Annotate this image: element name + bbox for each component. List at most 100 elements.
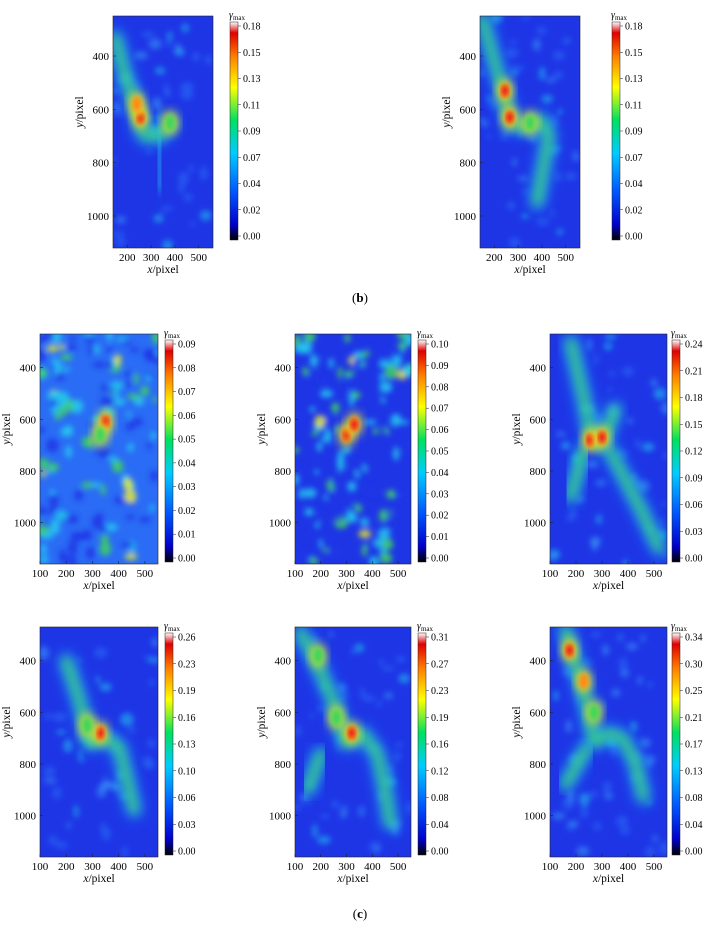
- y-axis-label: y/pixel: [256, 706, 268, 738]
- colorbar-tick-label: 0.07: [625, 153, 643, 164]
- y-tick-label: 400: [530, 656, 547, 668]
- colorbar-tick-label: 0.04: [625, 179, 643, 190]
- colorbar-tick-label: 0.21: [685, 713, 703, 724]
- y-tick-label: 1000: [269, 518, 292, 530]
- heatmap-b1: [113, 16, 213, 248]
- x-axis-label: x/pixel: [336, 580, 368, 592]
- y-tick-label: 1000: [524, 518, 547, 530]
- colorbar-tick-label: 0.03: [178, 820, 196, 831]
- x-tick-label: 400: [620, 568, 637, 580]
- y-tick-label: 800: [275, 759, 292, 771]
- colorbar-title: γmax: [611, 10, 628, 22]
- y-tick-label: 400: [93, 51, 110, 63]
- y-tick-label: 400: [20, 363, 37, 375]
- x-tick-label: 400: [620, 861, 637, 873]
- x-tick-label: 400: [110, 568, 127, 580]
- x-tick-label: 500: [190, 252, 207, 264]
- x-tick-label: 100: [32, 568, 49, 580]
- panel-c6: 100 200 300 400 500 400 600 800 1000 x/pixel y/pix…: [511, 621, 703, 885]
- panel-c1: 100 200 300 400 500 400 600 800 1000 x/pixel y/pix…: [1, 328, 196, 592]
- y-tick-label: 800: [93, 158, 110, 170]
- colorbar-tick-label: 0.26: [178, 633, 196, 644]
- colorbar-tick-label: 0.07: [243, 153, 261, 164]
- x-tick-label: 300: [338, 861, 355, 873]
- x-tick-label: 300: [510, 252, 527, 264]
- colorbar-tick-label: 0.09: [685, 473, 703, 484]
- x-tick-label: 100: [542, 861, 559, 873]
- panel-c5: 100 200 300 400 500 400 600 800 1000 x/pixel y/pix…: [256, 621, 449, 885]
- colorbar-tick-label: 0.09: [178, 340, 196, 351]
- colorbar-tick-label: 0.02: [625, 205, 643, 216]
- colorbar-tick-label: 0.04: [431, 820, 449, 831]
- colorbar-tick-label: 0.00: [178, 554, 196, 565]
- colorbar-tick-label: 0.06: [685, 500, 703, 511]
- x-tick-label: 500: [390, 861, 407, 873]
- colorbar-tick-label: 0.08: [431, 382, 449, 393]
- axes-frame: [39, 626, 159, 858]
- y-axis-label: y/pixel: [441, 96, 453, 128]
- heatmap-c6: [550, 627, 667, 857]
- x-tick-label: 300: [84, 861, 101, 873]
- colorbar-tick-label: 0.27: [431, 659, 449, 670]
- colorbar-tick-label: 0.23: [431, 686, 449, 697]
- axes-frame: [549, 626, 668, 858]
- colorbar-tick-label: 0.00: [625, 232, 643, 243]
- y-tick-label: 600: [460, 104, 477, 116]
- y-tick-label: 600: [20, 414, 37, 426]
- x-tick-label: 500: [646, 861, 663, 873]
- y-axis-label: y/pixel: [1, 706, 13, 738]
- colorbar-tick-label: 0.01: [178, 530, 196, 541]
- y-tick-label: 400: [275, 656, 292, 668]
- x-axis-label: x/pixel: [82, 873, 114, 885]
- colorbar-tick-label: 0.18: [243, 22, 261, 33]
- y-tick-label: 400: [275, 363, 292, 375]
- x-tick-label: 300: [84, 568, 101, 580]
- x-tick-label: 200: [119, 252, 136, 264]
- x-tick-label: 100: [287, 861, 304, 873]
- colorbar-tick-label: 0.19: [178, 686, 196, 697]
- colorbar-tick-label: 0.00: [243, 232, 261, 243]
- y-tick-label: 1000: [454, 211, 477, 223]
- heatmap-c1: [40, 334, 158, 564]
- colorbar-tick-label: 0.13: [685, 766, 703, 777]
- colorbar-title: γmax: [417, 328, 434, 340]
- x-axis-label: x/pixel: [592, 580, 624, 592]
- panel-b2: 200 300 400 500 400 600 800 1000 x/pixel y/pixel γ…: [441, 10, 643, 276]
- y-tick-label: 1000: [14, 811, 37, 823]
- colorbar-tick-label: 0.18: [685, 393, 703, 404]
- colorbar-tick-label: 0.12: [685, 447, 703, 458]
- colorbar-tick-label: 0.24: [685, 340, 703, 351]
- colorbar-tick-label: 0.02: [431, 511, 449, 522]
- x-tick-label: 200: [58, 568, 75, 580]
- colorbar-tick-label: 0.04: [685, 820, 703, 831]
- colorbar-tick-label: 0.08: [431, 793, 449, 804]
- colorbar-tick-label: 0.06: [178, 411, 196, 422]
- y-tick-label: 800: [20, 759, 37, 771]
- x-tick-label: 500: [557, 252, 574, 264]
- colorbar-tick-label: 0.12: [431, 766, 449, 777]
- y-tick-label: 600: [93, 104, 110, 116]
- y-tick-label: 1000: [269, 811, 292, 823]
- x-axis-label: x/pixel: [82, 580, 114, 592]
- x-tick-label: 200: [568, 568, 585, 580]
- colorbar: [417, 632, 427, 856]
- y-tick-label: 1000: [87, 211, 110, 223]
- axes-frame: [39, 333, 159, 565]
- y-tick-label: 600: [275, 414, 292, 426]
- colorbar-tick-label: 0.11: [625, 100, 642, 111]
- x-tick-label: 500: [390, 568, 407, 580]
- colorbar-title: γmax: [229, 10, 246, 22]
- colorbar-tick-label: 0.30: [685, 659, 703, 670]
- colorbar-tick-label: 0.19: [431, 713, 449, 724]
- x-tick-label: 400: [534, 252, 551, 264]
- x-tick-label: 200: [313, 861, 330, 873]
- colorbar-title: γmax: [164, 621, 181, 633]
- x-tick-label: 400: [364, 568, 381, 580]
- x-tick-label: 200: [486, 252, 503, 264]
- y-axis-label: y/pixel: [511, 413, 523, 445]
- x-tick-label: 400: [364, 861, 381, 873]
- colorbar-tick-label: 0.18: [625, 22, 643, 33]
- colorbar-title: γmax: [417, 621, 434, 633]
- x-tick-label: 400: [167, 252, 184, 264]
- colorbar-tick-label: 0.03: [178, 482, 196, 493]
